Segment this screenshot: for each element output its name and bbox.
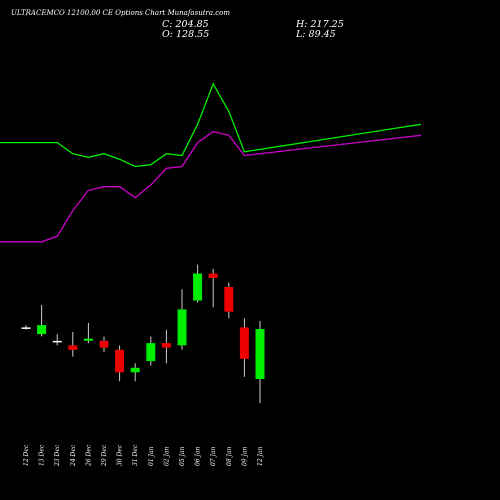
x-tick-label: 08 Jan [226, 446, 233, 466]
x-tick-label: 26 Dec [85, 444, 92, 467]
x-tick-label: 24 Dec [70, 444, 77, 467]
x-tick-label: 01 Jan [148, 446, 155, 466]
x-axis-labels: 12 Dec 13 Dec 23 Dec 24 Dec 26 Dec 29 Dec 30 D… [23, 444, 264, 467]
x-tick-label: 06 Jan [195, 446, 202, 466]
candle-body [224, 287, 234, 312]
x-tick-label: 07 Jan [210, 446, 217, 466]
x-tick-label: 29 Dec [101, 444, 108, 467]
candle-body [130, 367, 140, 373]
x-tick-label: 05 Jan [179, 446, 186, 466]
low-label: L: 89.45 [295, 29, 336, 40]
candle-body [52, 340, 62, 343]
candle-body [161, 343, 171, 348]
candle-body [208, 273, 218, 278]
upper-band-line [0, 82, 422, 168]
candles [21, 264, 265, 403]
candle-body [239, 327, 249, 359]
candle-body [146, 343, 156, 362]
chart-title: ULTRACEMCO 12100.00 CE Options Chart Mun… [11, 9, 230, 17]
x-tick-label: 30 Dec [117, 444, 124, 466]
indicator-bands [0, 82, 422, 243]
x-tick-label: 02 Jan [163, 446, 170, 466]
x-tick-label: 31 Dec [132, 444, 139, 466]
candle-body [99, 340, 109, 348]
x-tick-label: 23 Dec [54, 444, 61, 467]
candle-body [177, 309, 187, 346]
high-label: H: 217.25 [295, 19, 344, 30]
x-tick-label: 09 Jan [241, 446, 248, 466]
candle-body [193, 273, 203, 301]
x-tick-label: 13 Dec [39, 444, 46, 466]
open-label: O: 128.55 [162, 29, 209, 40]
x-tick-label: 12 Dec [23, 444, 30, 466]
candle-body [83, 338, 93, 341]
lower-band-line [0, 130, 422, 243]
candle-body [255, 329, 265, 379]
candle-body [68, 345, 78, 350]
candle-body [37, 325, 47, 335]
candle-body [21, 327, 31, 329]
x-tick-label: 12 Jan [257, 446, 264, 466]
candle-body [115, 349, 125, 373]
close-label: C: 204.85 [162, 19, 209, 30]
